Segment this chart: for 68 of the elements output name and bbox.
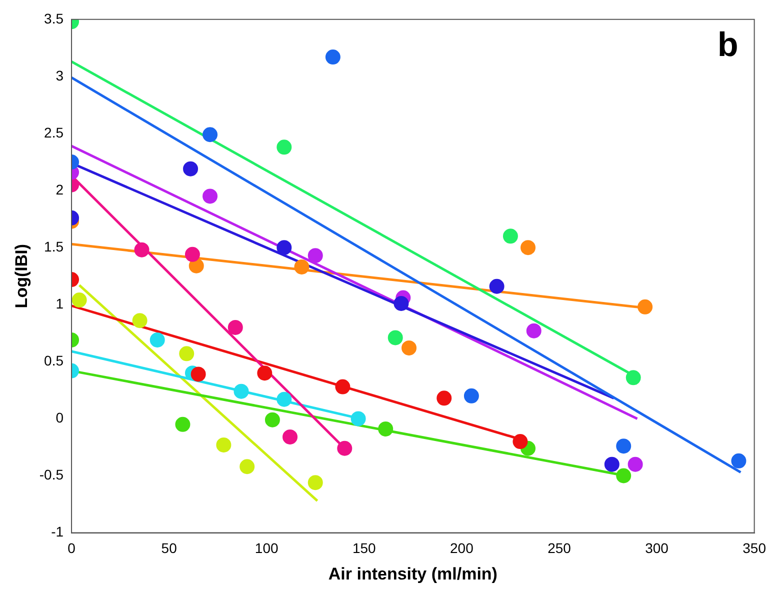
point [628,456,643,472]
point [134,242,150,258]
point [276,140,292,155]
point [257,366,272,381]
x-tick-label: 300 [645,540,669,556]
y-tick-label: -1 [51,524,64,540]
point [234,384,249,399]
y-axis-title: Log(IBI) [12,244,31,308]
point [604,456,620,472]
x-tick-label: 350 [742,540,766,556]
x-axis-title: Air intensity (ml/min) [328,564,498,584]
point [72,292,87,308]
point [520,240,536,256]
point [464,388,479,404]
y-tick-label: 1 [56,295,64,312]
point [175,416,190,432]
y-tick-label: 1.5 [44,238,64,254]
point [202,127,218,142]
point [183,161,198,176]
point [502,228,518,244]
y-tick-label: 0 [56,410,64,426]
point [402,340,417,356]
point [626,370,641,386]
y-tick-label: -0.5 [39,466,64,483]
y-tick-label: 0.5 [44,352,64,369]
point [325,50,340,65]
point [202,188,218,204]
x-tick-label: 100 [254,540,278,556]
y-tick-label: 2 [56,181,64,198]
y-tick-label: 2.5 [44,124,64,140]
point [150,332,165,348]
annotation: b [718,26,738,64]
point [335,379,350,394]
point [308,248,323,264]
point [616,438,632,454]
point [489,278,504,294]
point [526,323,542,338]
point [240,459,255,474]
point [188,258,204,274]
point [378,421,394,436]
point [436,390,452,406]
point [228,320,243,335]
point [264,412,280,428]
point [616,468,632,484]
point [184,246,200,262]
x-tick-label: 50 [161,540,178,556]
y-tick-label: 3 [56,67,64,84]
x-tick-label: 150 [352,540,376,556]
point [388,330,403,346]
point [282,429,298,444]
y-tick-label: 3.5 [44,10,64,26]
x-tick-label: 250 [548,540,572,556]
point [276,240,292,256]
point [308,475,323,490]
point [638,299,653,314]
point [337,440,352,456]
point [276,392,292,407]
point [132,313,148,328]
point [731,453,746,468]
x-tick-label: 0 [68,540,76,556]
point [190,366,206,382]
point [216,437,232,452]
x-tick-label: 200 [450,540,474,556]
point [350,411,366,426]
point [179,346,194,362]
point [512,434,528,450]
point [294,259,310,274]
point [394,296,409,311]
